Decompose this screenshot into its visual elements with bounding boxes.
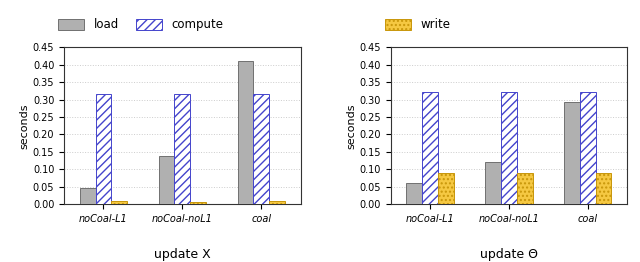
Bar xyxy=(159,156,175,204)
Bar xyxy=(95,94,111,204)
Bar xyxy=(406,183,422,204)
Text: update X: update X xyxy=(154,248,211,261)
Legend: load, compute: load, compute xyxy=(58,19,224,31)
Bar xyxy=(516,173,532,204)
Bar xyxy=(485,162,501,204)
Bar xyxy=(80,188,95,204)
Bar xyxy=(580,91,596,204)
Bar xyxy=(438,173,454,204)
Bar xyxy=(269,201,285,204)
Y-axis label: seconds: seconds xyxy=(20,103,30,149)
Bar xyxy=(237,61,253,204)
Legend: write: write xyxy=(385,19,450,31)
Bar xyxy=(253,94,269,204)
Bar xyxy=(190,201,206,204)
Text: update Θ: update Θ xyxy=(480,248,538,261)
Bar xyxy=(596,173,611,204)
Bar xyxy=(564,102,580,204)
Bar xyxy=(175,94,190,204)
Bar xyxy=(501,91,516,204)
Y-axis label: seconds: seconds xyxy=(346,103,356,149)
Bar xyxy=(422,91,438,204)
Bar xyxy=(111,201,127,204)
